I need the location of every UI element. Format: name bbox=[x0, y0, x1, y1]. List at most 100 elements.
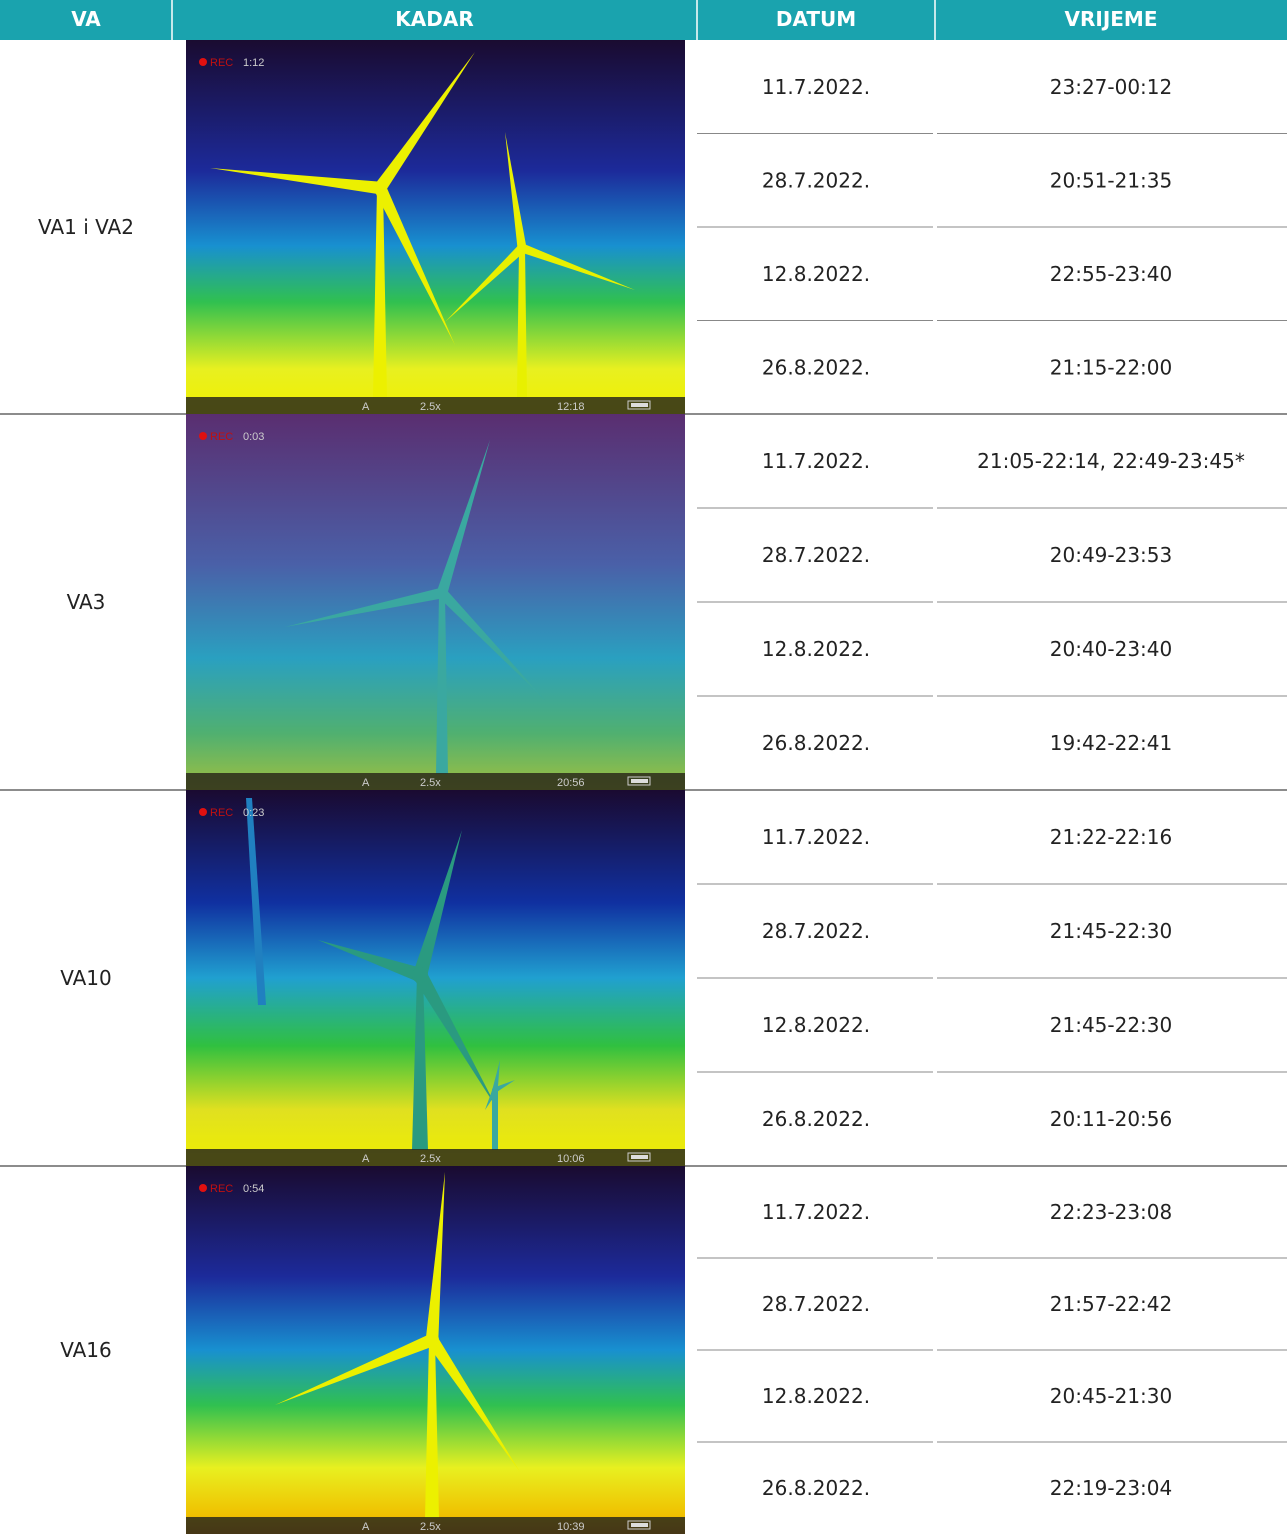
blade bbox=[426, 1336, 520, 1472]
tower bbox=[492, 1090, 498, 1150]
battery bbox=[627, 1520, 651, 1530]
status-bar bbox=[186, 773, 685, 790]
clock: 10:39 bbox=[557, 1521, 585, 1533]
thermal-frame bbox=[186, 40, 685, 414]
rec-label: REC bbox=[210, 1183, 233, 1195]
time-cell: 22:23-23:08 bbox=[1050, 1200, 1173, 1224]
blade bbox=[275, 1334, 435, 1405]
blade bbox=[413, 830, 462, 978]
blade bbox=[438, 589, 545, 700]
date-cell: 11.7.2022. bbox=[762, 75, 870, 99]
blade bbox=[436, 440, 490, 595]
blade bbox=[318, 940, 423, 982]
date-cell: 12.8.2022. bbox=[762, 1013, 870, 1037]
tower bbox=[517, 248, 527, 398]
thermal-frame bbox=[186, 414, 685, 790]
time-cell: 21:57-22:42 bbox=[1050, 1292, 1173, 1316]
date-cell: 28.7.2022. bbox=[762, 919, 870, 943]
va-cell: VA1 i VA2 bbox=[38, 215, 134, 239]
tower bbox=[412, 975, 428, 1150]
time-cell: 20:40-23:40 bbox=[1050, 637, 1173, 661]
date-cell: 12.8.2022. bbox=[762, 637, 870, 661]
blade bbox=[445, 244, 526, 322]
zoom: 2.5x bbox=[420, 777, 441, 789]
blade bbox=[493, 1080, 515, 1093]
date-cell: 12.8.2022. bbox=[762, 262, 870, 286]
hub bbox=[436, 587, 448, 599]
va-cell: VA16 bbox=[60, 1338, 112, 1362]
header-cell: VA bbox=[71, 7, 101, 31]
clock: 20:56 bbox=[557, 777, 585, 789]
status-bar bbox=[186, 1149, 685, 1166]
header-bg bbox=[0, 0, 1287, 40]
zoom: 2.5x bbox=[420, 1521, 441, 1533]
rec-time: 0:54 bbox=[243, 1183, 264, 1195]
time-cell: 23:27-00:12 bbox=[1050, 75, 1173, 99]
hub bbox=[517, 243, 527, 253]
date-cell: 26.8.2022. bbox=[762, 1476, 870, 1500]
time-cell: 21:45-22:30 bbox=[1050, 919, 1173, 943]
rec-label: REC bbox=[210, 807, 233, 819]
tower bbox=[425, 1340, 439, 1518]
mode: A bbox=[362, 1153, 370, 1165]
rec-dot bbox=[199, 58, 207, 66]
rec-label: REC bbox=[210, 57, 233, 69]
status-bar bbox=[186, 1517, 685, 1534]
battery-level bbox=[631, 403, 648, 407]
clock: 12:18 bbox=[557, 401, 585, 413]
time-cell: 22:55-23:40 bbox=[1050, 262, 1173, 286]
rec-time: 0:03 bbox=[243, 431, 264, 443]
rec-time: 0:23 bbox=[243, 807, 264, 819]
blade bbox=[210, 168, 381, 195]
date-cell: 11.7.2022. bbox=[762, 1200, 870, 1224]
header-cell: KADAR bbox=[395, 7, 473, 31]
time-cell: 20:45-21:30 bbox=[1050, 1384, 1173, 1408]
rec-dot bbox=[199, 1184, 207, 1192]
time-cell: 21:22-22:16 bbox=[1050, 825, 1173, 849]
blade bbox=[413, 971, 498, 1110]
clock: 10:06 bbox=[557, 1153, 585, 1165]
time-cell: 21:15-22:00 bbox=[1050, 355, 1173, 379]
blade bbox=[505, 132, 527, 249]
date-cell: 26.8.2022. bbox=[762, 731, 870, 755]
mode: A bbox=[362, 401, 370, 413]
date-cell: 28.7.2022. bbox=[762, 1292, 870, 1316]
time-cell: 20:11-20:56 bbox=[1050, 1107, 1173, 1131]
hub bbox=[492, 1087, 498, 1093]
blade bbox=[520, 243, 635, 290]
va-cell: VA3 bbox=[67, 590, 106, 614]
date-cell: 12.8.2022. bbox=[762, 1384, 870, 1408]
zoom: 2.5x bbox=[420, 401, 441, 413]
zoom: 2.5x bbox=[420, 1153, 441, 1165]
blade bbox=[374, 52, 475, 192]
header-cell: VRIJEME bbox=[1065, 7, 1158, 31]
time-cell: 22:19-23:04 bbox=[1050, 1476, 1173, 1500]
battery-level bbox=[631, 1155, 648, 1159]
battery bbox=[627, 1152, 651, 1162]
date-cell: 28.7.2022. bbox=[762, 543, 870, 567]
tower bbox=[436, 593, 448, 774]
time-cell: 19:42-22:41 bbox=[1050, 731, 1173, 755]
time-cell: 20:49-23:53 bbox=[1050, 543, 1173, 567]
date-cell: 11.7.2022. bbox=[762, 449, 870, 473]
header-cell: DATUM bbox=[776, 7, 856, 31]
blade bbox=[374, 185, 455, 345]
hub bbox=[425, 1333, 439, 1347]
battery bbox=[627, 776, 651, 786]
blade bbox=[492, 1060, 500, 1091]
hub bbox=[412, 967, 428, 983]
time-cell: 21:45-22:30 bbox=[1050, 1013, 1173, 1037]
blade bbox=[485, 1088, 498, 1110]
battery-level bbox=[631, 779, 648, 783]
rec-time: 1:12 bbox=[243, 57, 264, 69]
date-cell: 11.7.2022. bbox=[762, 825, 870, 849]
tower bbox=[373, 188, 387, 398]
rec-label: REC bbox=[210, 431, 233, 443]
date-cell: 26.8.2022. bbox=[762, 1107, 870, 1131]
mode: A bbox=[362, 1521, 370, 1533]
blade bbox=[425, 1172, 445, 1341]
pole bbox=[246, 798, 266, 1005]
battery bbox=[627, 400, 651, 410]
battery-level bbox=[631, 1523, 648, 1527]
